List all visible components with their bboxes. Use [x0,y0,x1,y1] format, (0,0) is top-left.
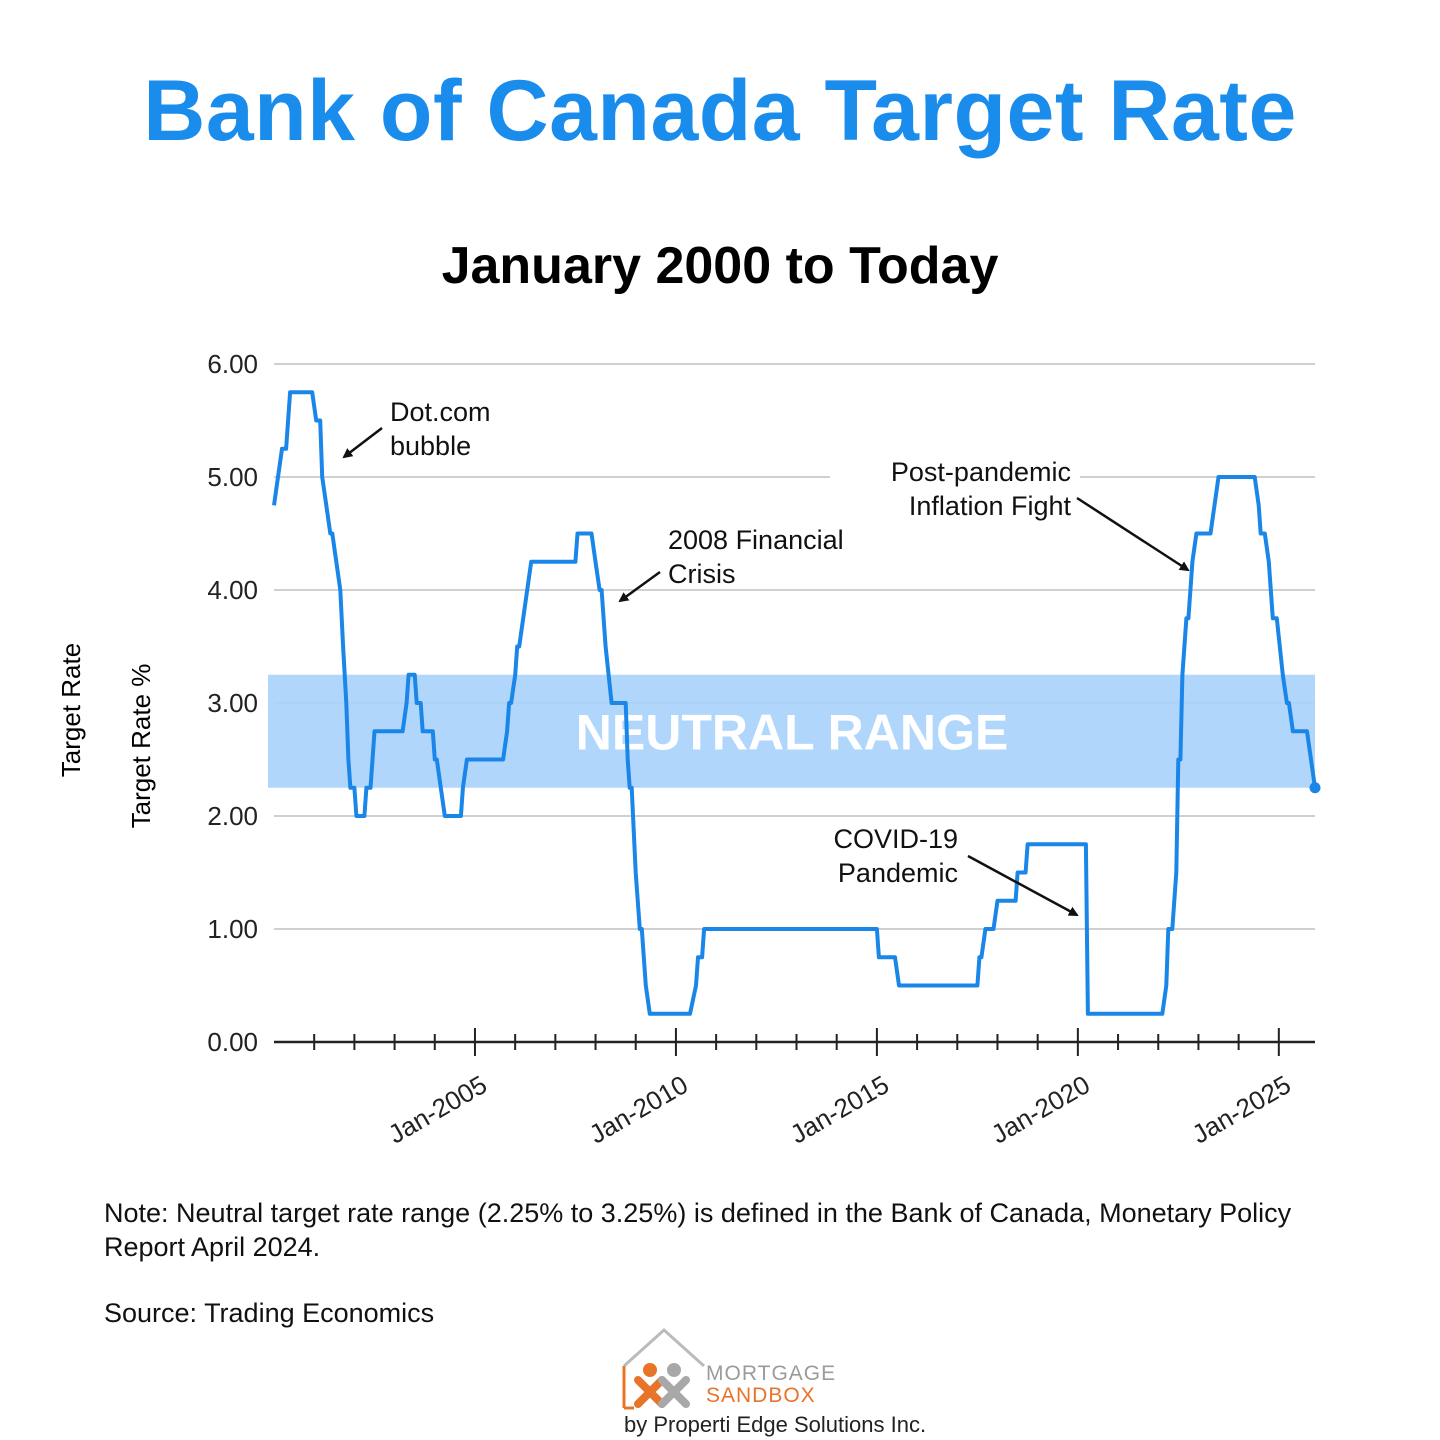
x-tick-label: Jan-2025 [1187,1069,1296,1149]
source-note: Source: Trading Economics [104,1298,435,1328]
annotation-arrow [967,854,1079,917]
neutral-range-band [268,674,1315,788]
y-tick-label: 1.00 [207,914,258,944]
annotation-label: Post-pandemic Inflation Fight [891,457,1072,521]
mortgage-sandbox-logo: MORTGAGE SANDBOX by Properti Edge Soluti… [620,1326,940,1440]
annotation-label: COVID-19 Pandemic [833,824,958,888]
y-tick-label: 0.00 [207,1027,258,1057]
rate-series-line [272,390,1317,1016]
y-axis-label-outer: Target Rate [56,643,86,777]
annotation-label: Dot.com bubble [390,397,491,461]
y-tick-label: 3.00 [207,688,258,718]
x-tick-label: Jan-2015 [785,1069,894,1149]
neutral-range-label: NEUTRAL RANGE [576,704,1008,760]
x-tick-label: Jan-2010 [584,1069,693,1149]
annotation-arrow [1076,496,1190,572]
y-axis-label: Target Rate % [126,664,156,829]
neutral-range-note: Note: Neutral target rate range (2.25% t… [104,1198,1292,1262]
x-tick-label: Jan-2005 [383,1069,492,1149]
x-tick-label: Jan-2020 [986,1069,1095,1149]
target-rate-chart: NEUTRAL RANGE 0.00 1.00 2.00 3.00 4.00 5.00 6.… [56,349,1321,1149]
annotation-arrow [342,427,383,459]
annotation-label: 2008 Financial Crisis [668,525,844,589]
y-tick-label: 2.00 [207,801,258,831]
chart-subtitle: January 2000 to Today [441,237,999,295]
logo-text-mortgage: MORTGAGE [706,1362,837,1385]
page-title: Bank of Canada Target Rate [143,63,1297,159]
logo-text-sandbox: SANDBOX [706,1384,816,1407]
y-tick-label: 6.00 [207,349,258,379]
latest-rate-marker [1309,782,1321,794]
house-logo-icon [622,1327,706,1410]
y-tick-label: 4.00 [207,575,258,605]
annotation-arrow [618,570,661,603]
y-tick-label: 5.00 [207,462,258,492]
logo-byline: by Properti Edge Solutions Inc. [624,1412,927,1437]
